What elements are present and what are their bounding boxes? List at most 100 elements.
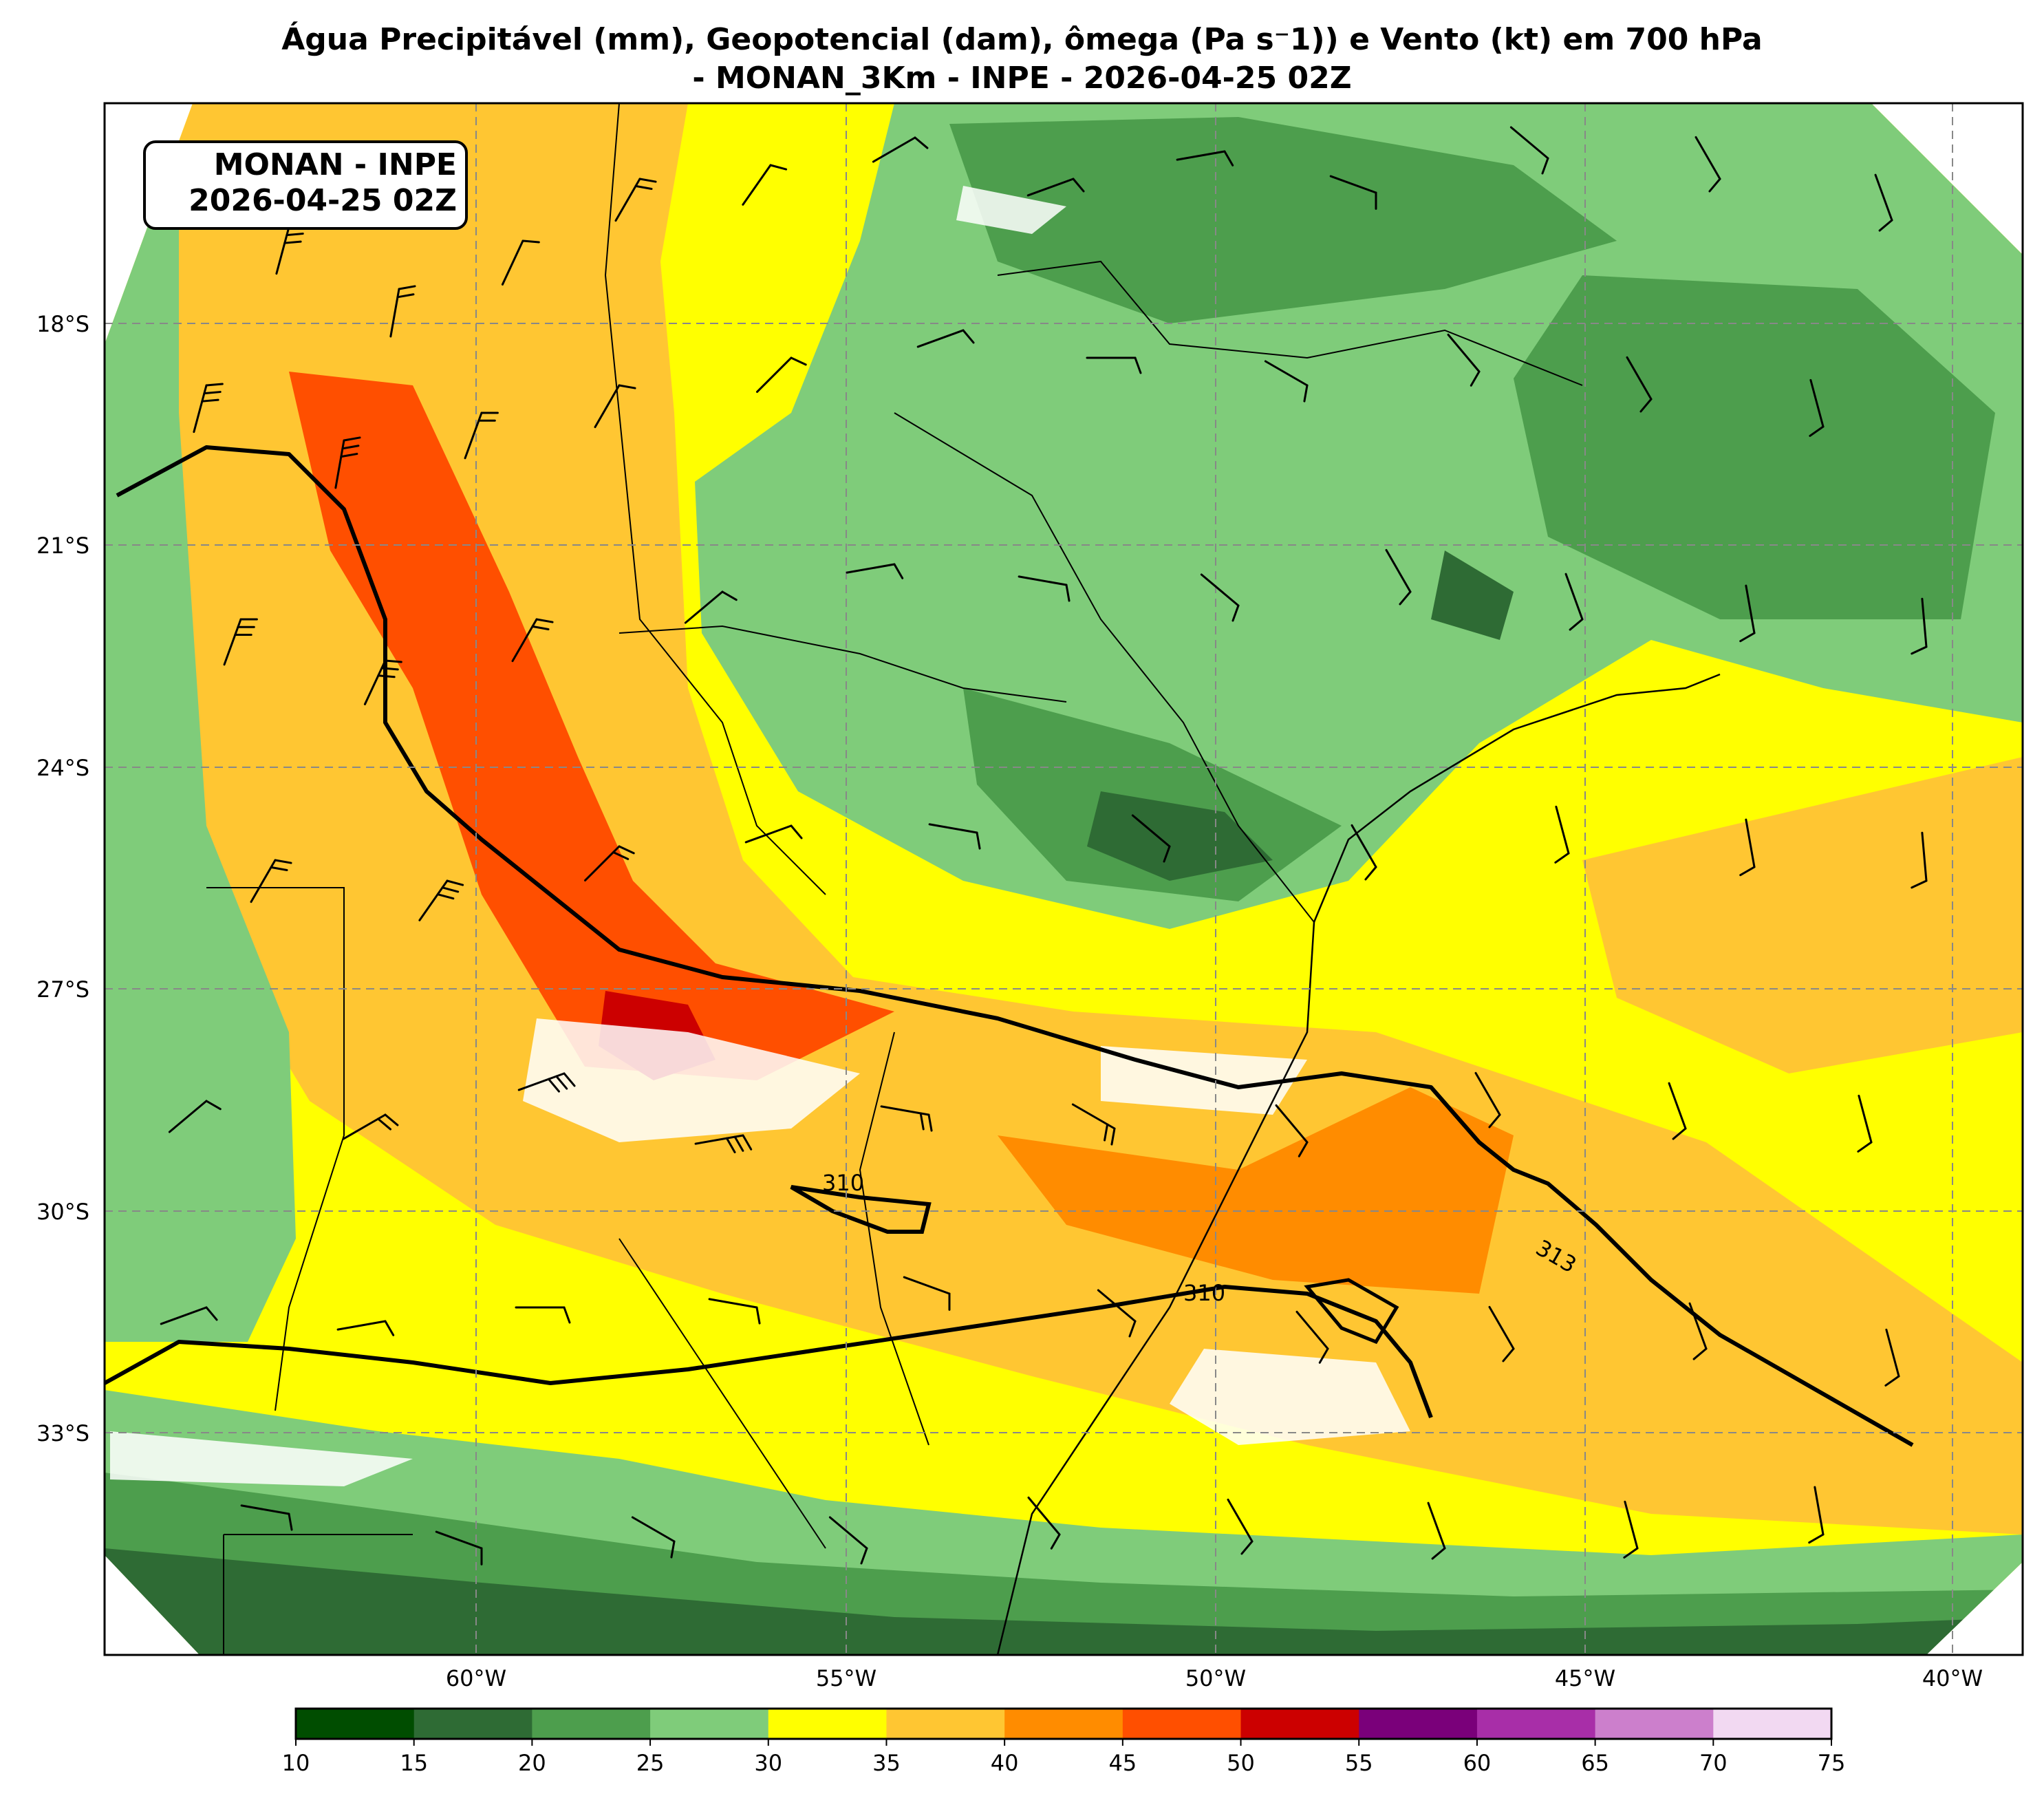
latitude-labels: 18°S 21°S 24°S 27°S 30°S 33°S xyxy=(36,311,89,1446)
field-midgreen-north xyxy=(949,117,1617,323)
colorbar-cell xyxy=(1595,1709,1714,1739)
wind-barb xyxy=(1018,575,1071,602)
wind-barb xyxy=(1176,150,1234,167)
colorbar-cell xyxy=(1476,1709,1596,1739)
wind-barb xyxy=(694,1134,753,1153)
wind-barb xyxy=(336,1320,395,1336)
wind-barb xyxy=(1623,1500,1639,1559)
wind-barb xyxy=(1564,573,1584,631)
wind-barb xyxy=(1264,360,1309,403)
wind-barb xyxy=(1427,1501,1446,1560)
wind-barb xyxy=(742,164,788,206)
colorbar-frame xyxy=(294,1707,1833,1740)
wind-barb xyxy=(614,178,657,222)
wind-barbs xyxy=(154,126,1928,1565)
wind-barb xyxy=(1808,1486,1825,1544)
wind-barb xyxy=(1874,173,1893,232)
coastline-south xyxy=(996,921,1315,1655)
boundary-line-3 xyxy=(997,260,1583,386)
wind-barb xyxy=(1385,548,1412,606)
wind-barb xyxy=(1351,824,1377,881)
colorbar-tick-label: 50 xyxy=(1227,1750,1255,1776)
wind-barb xyxy=(418,879,464,921)
colorbar-cell xyxy=(296,1709,415,1739)
wind-barb xyxy=(342,1113,399,1140)
coastline xyxy=(1313,673,1721,923)
wind-barb xyxy=(1275,1104,1309,1157)
map-frame xyxy=(103,102,2024,1656)
colorbar-tick-label: 75 xyxy=(1818,1750,1846,1776)
wind-barb xyxy=(223,618,258,666)
colorbar-cell xyxy=(1240,1709,1359,1739)
wind-barb xyxy=(1488,1305,1515,1362)
field-darkgreen-spot-2 xyxy=(1431,550,1514,640)
colorbar-cell xyxy=(886,1709,1005,1739)
colorbar-cell xyxy=(768,1709,887,1739)
title-line-2: - MONAN_3Km - INPE - 2026-04-25 02Z xyxy=(692,61,1352,96)
wind-barb xyxy=(389,285,416,338)
boundary-line-6 xyxy=(618,1238,826,1549)
wind-barb xyxy=(756,356,807,393)
wind-barb xyxy=(250,859,292,903)
wind-barb xyxy=(1329,175,1377,210)
colorbar-tick-label: 60 xyxy=(1463,1750,1492,1776)
wind-barb xyxy=(160,1306,218,1325)
field-redorange-core xyxy=(289,372,894,1080)
domain-corner-se xyxy=(1926,1562,2023,1655)
field-green-west xyxy=(105,103,296,1342)
contour-label: 310 xyxy=(822,1170,864,1196)
wind-barb xyxy=(1227,1498,1254,1555)
field-orange-band xyxy=(105,103,2023,1535)
wind-barb xyxy=(584,845,635,881)
model-info-line-1: MONAN - INPE xyxy=(214,147,457,182)
colorbar-tick-label: 10 xyxy=(282,1750,310,1776)
model-info-box: MONAN - INPE 2026-04-25 02Z xyxy=(143,140,468,230)
colorbar-tick-label: 40 xyxy=(991,1750,1019,1776)
contour-label: 310 xyxy=(1183,1280,1225,1306)
geopotential-contour-southern xyxy=(105,1285,1433,1419)
colorbar: 10 15 20 25 30 35 40 45 50 55 60 65 70 75 xyxy=(282,1707,1846,1776)
colorbar-cell xyxy=(1122,1709,1242,1739)
colorbar-ticks: 10 15 20 25 30 35 40 45 50 55 60 65 70 75 xyxy=(282,1739,1846,1776)
wind-barb xyxy=(1554,805,1570,864)
colorbar-tick-label: 35 xyxy=(872,1750,901,1776)
grid-lines xyxy=(105,103,2023,1655)
wind-barb xyxy=(1911,831,1928,889)
wind-barb xyxy=(1026,178,1085,197)
wind-barb xyxy=(1200,573,1240,622)
wind-barb xyxy=(1857,1094,1873,1153)
wind-barb xyxy=(1626,356,1653,413)
domain-corner-sw xyxy=(105,1555,200,1655)
wind-barb xyxy=(168,1100,222,1133)
wind-barb xyxy=(1509,126,1549,175)
wind-barb xyxy=(1295,1310,1329,1364)
lon-label-40w: 40°W xyxy=(1922,1665,1983,1691)
lat-label-24s: 24°S xyxy=(36,755,89,781)
wind-barb xyxy=(872,136,929,163)
colorbar-cell xyxy=(413,1709,532,1739)
field-lightorange-east xyxy=(1582,757,2023,1073)
wind-barb xyxy=(1097,1289,1137,1338)
colorbar-cell xyxy=(532,1709,651,1739)
lat-label-21s: 21°S xyxy=(36,533,89,559)
colorbar-tick-label: 65 xyxy=(1581,1750,1609,1776)
wind-barb xyxy=(744,824,803,844)
wind-barb xyxy=(193,383,224,434)
wind-barb xyxy=(684,590,738,624)
title-line-1: Água Precipitável (mm), Geopotencial (da… xyxy=(281,22,1763,57)
colorbar-tick-label: 45 xyxy=(1108,1750,1137,1776)
lat-label-33s: 33°S xyxy=(36,1420,89,1446)
wind-barb xyxy=(1695,136,1721,193)
wind-barb xyxy=(903,1276,951,1311)
lat-label-30s: 30°S xyxy=(36,1199,89,1225)
colorbar-tick-label: 70 xyxy=(1699,1750,1728,1776)
lon-label-55w: 55°W xyxy=(816,1665,876,1691)
wind-barb xyxy=(846,563,904,579)
wind-barb xyxy=(1027,1496,1061,1550)
wind-barb xyxy=(240,1504,293,1531)
colorbar-cells xyxy=(296,1709,1832,1739)
wind-barb xyxy=(515,1306,571,1324)
colorbar-tick-label: 20 xyxy=(518,1750,546,1776)
wind-barb xyxy=(928,823,981,850)
model-info-box-background xyxy=(143,140,468,230)
